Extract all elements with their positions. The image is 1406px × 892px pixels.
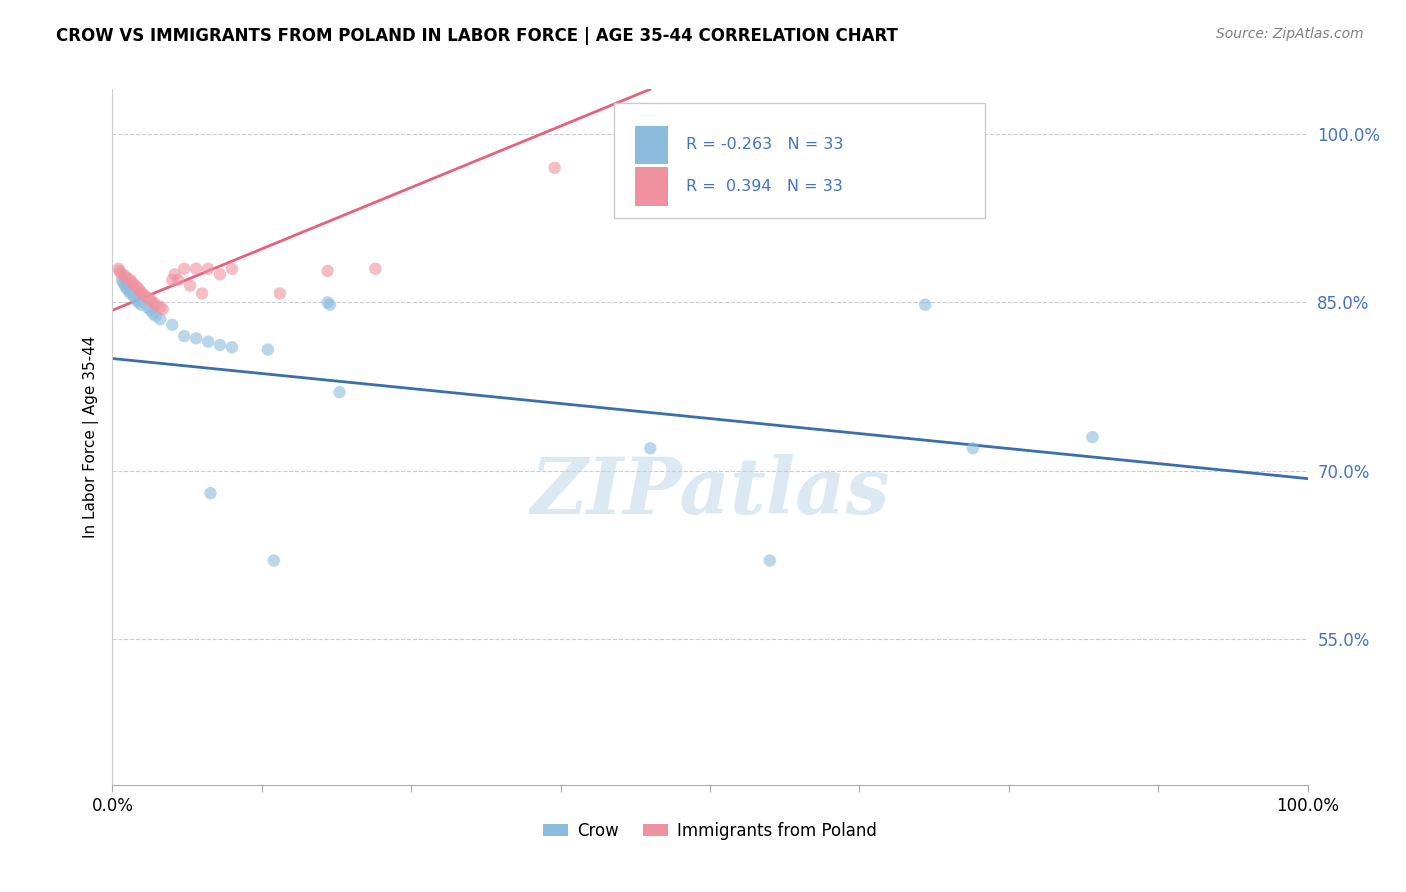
Text: ZIPatlas: ZIPatlas xyxy=(530,455,890,531)
Point xyxy=(149,312,172,326)
Point xyxy=(162,318,183,332)
Point xyxy=(221,261,243,276)
Bar xyxy=(634,168,668,206)
Text: Source: ZipAtlas.com: Source: ZipAtlas.com xyxy=(1216,27,1364,41)
Point xyxy=(543,161,565,175)
Point xyxy=(125,293,148,308)
Point xyxy=(640,442,662,456)
Point xyxy=(200,486,222,500)
Point xyxy=(139,303,162,318)
Point xyxy=(145,309,167,323)
Y-axis label: In Labor Force | Age 35-44: In Labor Force | Age 35-44 xyxy=(83,336,98,538)
Point xyxy=(115,270,138,285)
Point xyxy=(118,284,141,298)
Point xyxy=(122,277,145,292)
Point xyxy=(138,291,160,305)
Point xyxy=(108,264,131,278)
Point xyxy=(759,553,782,567)
Point xyxy=(128,295,150,310)
Point xyxy=(138,301,160,315)
Bar xyxy=(634,126,668,164)
Legend: Crow, Immigrants from Poland: Crow, Immigrants from Poland xyxy=(537,815,883,847)
Point xyxy=(186,261,208,276)
Point xyxy=(163,268,186,282)
FancyBboxPatch shape xyxy=(614,103,986,218)
Text: R =  0.394   N = 33: R = 0.394 N = 33 xyxy=(686,179,842,194)
Point xyxy=(269,286,291,301)
Point xyxy=(129,284,152,298)
Point xyxy=(162,273,183,287)
Point xyxy=(319,298,342,312)
Point xyxy=(114,279,136,293)
Point xyxy=(120,286,142,301)
Point xyxy=(173,261,195,276)
Point xyxy=(129,298,152,312)
Point xyxy=(209,268,232,282)
Point xyxy=(107,261,129,276)
Point xyxy=(115,282,138,296)
Point xyxy=(257,343,280,357)
Point xyxy=(329,385,352,400)
Point xyxy=(114,268,135,283)
Point xyxy=(149,300,172,314)
Point xyxy=(142,295,165,310)
Point xyxy=(197,261,219,276)
Point xyxy=(120,273,142,287)
Point xyxy=(111,273,134,287)
Point xyxy=(316,295,339,310)
Point xyxy=(179,278,201,293)
Point xyxy=(112,275,135,289)
Point xyxy=(1081,430,1104,444)
Point xyxy=(145,298,167,312)
Point xyxy=(167,273,190,287)
Point xyxy=(197,334,219,349)
Point xyxy=(914,298,936,312)
Point xyxy=(122,290,145,304)
Point xyxy=(121,275,143,289)
Point xyxy=(209,338,232,352)
Point xyxy=(131,286,153,301)
Point xyxy=(316,264,339,278)
Point xyxy=(152,302,174,317)
Point xyxy=(139,293,162,308)
Point xyxy=(114,277,135,292)
Point xyxy=(263,553,285,567)
Text: CROW VS IMMIGRANTS FROM POLAND IN LABOR FORCE | AGE 35-44 CORRELATION CHART: CROW VS IMMIGRANTS FROM POLAND IN LABOR … xyxy=(56,27,898,45)
Point xyxy=(364,261,387,276)
Point xyxy=(191,286,214,301)
Point xyxy=(128,282,150,296)
Point xyxy=(173,329,195,343)
Point xyxy=(142,307,165,321)
Point xyxy=(110,266,132,280)
Text: R = -0.263   N = 33: R = -0.263 N = 33 xyxy=(686,137,844,153)
Point xyxy=(962,442,984,456)
Point xyxy=(221,340,243,354)
Point xyxy=(125,279,148,293)
Point xyxy=(186,331,208,345)
Point xyxy=(134,288,156,302)
